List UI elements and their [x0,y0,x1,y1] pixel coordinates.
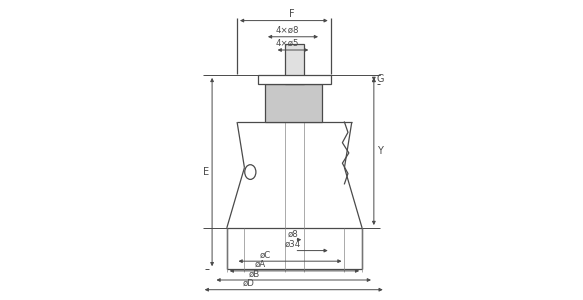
Text: øD: øD [242,279,254,288]
Text: 4×ø8: 4×ø8 [275,26,299,35]
Text: ø8: ø8 [287,229,298,238]
Text: øC: øC [259,250,271,260]
Text: E: E [202,167,209,177]
Ellipse shape [245,165,256,179]
Polygon shape [258,75,331,84]
Text: 4×ø5: 4×ø5 [276,39,300,48]
Text: ø34: ø34 [285,240,301,249]
Text: Y: Y [377,146,383,157]
Polygon shape [265,84,322,122]
Text: øB: øB [248,269,259,278]
Polygon shape [285,44,304,84]
Text: G: G [377,74,384,84]
Text: F: F [289,9,294,19]
Text: øA: øA [255,260,266,269]
